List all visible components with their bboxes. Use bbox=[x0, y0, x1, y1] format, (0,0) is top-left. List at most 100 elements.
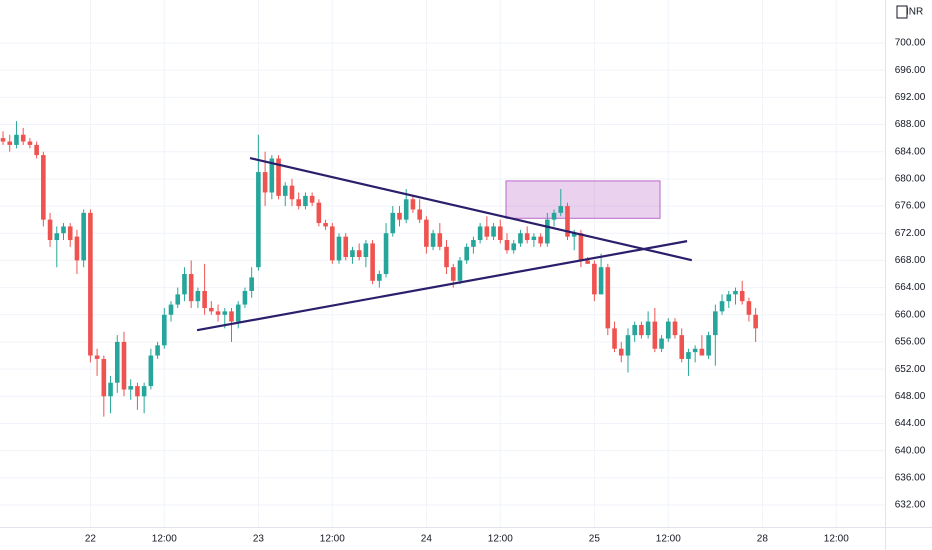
candle-body bbox=[155, 345, 160, 356]
candle-body bbox=[733, 290, 738, 295]
candle-body bbox=[195, 290, 201, 302]
y-tick-label: 640.00 bbox=[895, 445, 926, 456]
candle-body bbox=[14, 134, 19, 145]
candle-body bbox=[578, 233, 584, 261]
y-tick-label: 680.00 bbox=[895, 174, 926, 185]
candle-body bbox=[558, 206, 564, 213]
candle-body bbox=[645, 321, 651, 336]
candle-body bbox=[336, 236, 342, 261]
candle-body bbox=[585, 260, 590, 264]
y-tick-label: 688.00 bbox=[895, 119, 926, 130]
candle-body bbox=[571, 233, 577, 237]
currency-icon bbox=[896, 5, 908, 19]
candle-body bbox=[605, 267, 611, 329]
candle-body bbox=[88, 212, 93, 356]
candle-body bbox=[141, 386, 147, 397]
candle-body bbox=[235, 304, 241, 322]
candle-body bbox=[531, 236, 537, 241]
candle-body bbox=[491, 226, 496, 237]
x-tick-label: 25 bbox=[589, 534, 601, 545]
candle-body bbox=[27, 141, 33, 145]
x-tick-label: 12:00 bbox=[488, 534, 513, 545]
candle-body bbox=[323, 223, 328, 227]
candle-body bbox=[0, 138, 6, 142]
x-tick-label: 12:00 bbox=[656, 534, 681, 545]
candle-body bbox=[276, 158, 281, 196]
candle-body bbox=[256, 172, 261, 268]
candle-body bbox=[598, 267, 604, 295]
candle-body bbox=[753, 314, 758, 329]
candle-body bbox=[430, 233, 436, 247]
candle-body bbox=[296, 199, 301, 207]
candle-body bbox=[370, 243, 375, 281]
candle-body bbox=[61, 226, 66, 234]
candle-body bbox=[377, 273, 382, 281]
y-tick-label: 684.00 bbox=[895, 146, 926, 157]
y-tick-label: 656.00 bbox=[895, 337, 926, 348]
candle-body bbox=[81, 212, 86, 261]
candle-body bbox=[222, 311, 228, 315]
x-tick-label: 12:00 bbox=[152, 534, 177, 545]
candle-body bbox=[511, 243, 517, 251]
candle-body bbox=[471, 240, 476, 247]
candle-body bbox=[686, 352, 691, 359]
candle-body bbox=[303, 195, 308, 207]
currency-label: INR bbox=[906, 7, 923, 18]
candle-body bbox=[565, 206, 570, 237]
x-tick-label: 28 bbox=[757, 534, 769, 545]
y-tick-label: 660.00 bbox=[895, 309, 926, 320]
candle-body bbox=[457, 260, 463, 281]
y-tick-label: 652.00 bbox=[895, 364, 926, 375]
candle-body bbox=[639, 324, 644, 336]
candle-body bbox=[34, 144, 39, 156]
candle-body bbox=[74, 236, 80, 261]
candle-body bbox=[410, 199, 416, 210]
candle-body bbox=[545, 219, 550, 244]
candle-body bbox=[282, 185, 288, 196]
candle-body bbox=[47, 219, 53, 241]
candle-body bbox=[417, 209, 422, 220]
y-tick-label: 672.00 bbox=[895, 228, 926, 239]
candle-body bbox=[625, 335, 631, 356]
candle-body bbox=[612, 328, 617, 349]
candle-body bbox=[229, 311, 234, 322]
candle-body bbox=[518, 233, 523, 244]
candle-body bbox=[161, 314, 167, 346]
x-tick-label: 22 bbox=[85, 534, 97, 545]
y-tick-label: 632.00 bbox=[895, 500, 926, 511]
y-tick-label: 676.00 bbox=[895, 201, 926, 212]
candle-body bbox=[713, 311, 718, 336]
y-tick-label: 668.00 bbox=[895, 255, 926, 266]
y-tick-label: 648.00 bbox=[895, 391, 926, 402]
candle-body bbox=[652, 321, 658, 349]
candle-body bbox=[424, 219, 429, 247]
candle-body bbox=[202, 290, 207, 308]
candle-body bbox=[538, 236, 543, 244]
candle-body bbox=[363, 243, 369, 258]
candle-body bbox=[403, 199, 409, 220]
candle-body bbox=[175, 294, 181, 305]
y-tick-label: 664.00 bbox=[895, 282, 926, 293]
candle-body bbox=[168, 304, 174, 315]
candle-body bbox=[464, 246, 469, 261]
candle-body bbox=[182, 273, 187, 295]
candle-body bbox=[497, 226, 503, 241]
candle-body bbox=[41, 155, 46, 220]
candle-body bbox=[746, 301, 752, 315]
y-tick-label: 636.00 bbox=[895, 472, 926, 483]
candle-body bbox=[484, 226, 490, 237]
x-tick-label: 12:00 bbox=[824, 534, 849, 545]
candle-body bbox=[719, 301, 725, 312]
candle-body bbox=[551, 212, 557, 220]
candle-body bbox=[699, 348, 705, 356]
candle-body bbox=[94, 355, 100, 359]
candle-body bbox=[350, 250, 355, 258]
candle-body bbox=[289, 185, 295, 200]
candle-body bbox=[692, 348, 698, 353]
candle-body bbox=[679, 335, 685, 359]
candle-body bbox=[242, 290, 248, 305]
candle-body bbox=[524, 233, 530, 241]
zone-box bbox=[505, 180, 661, 219]
candle-body bbox=[309, 195, 315, 203]
candle-body bbox=[54, 233, 60, 241]
